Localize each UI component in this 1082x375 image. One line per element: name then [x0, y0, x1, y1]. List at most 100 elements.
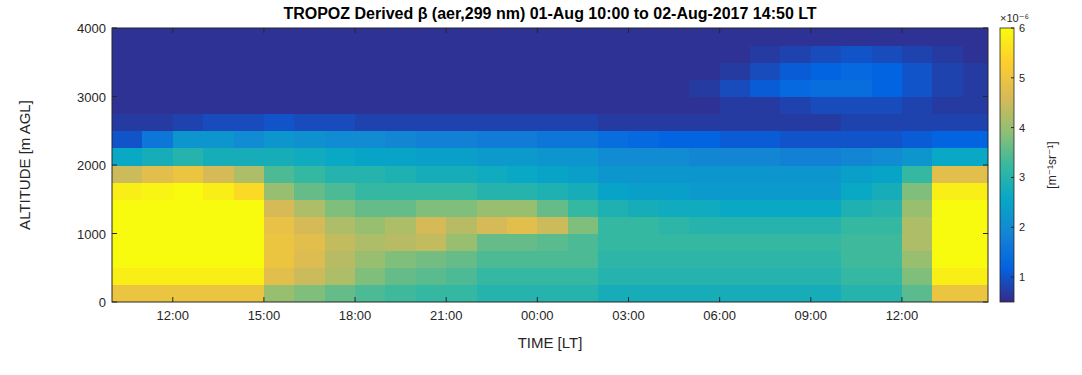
x-tick-label: 15:00 — [248, 308, 281, 323]
x-tick — [810, 28, 811, 33]
cells — [112, 28, 988, 302]
cell — [932, 79, 963, 97]
cell — [780, 45, 811, 63]
x-tick — [901, 297, 902, 302]
cell — [142, 62, 173, 80]
cell — [811, 268, 842, 286]
cell — [780, 131, 811, 149]
cell — [689, 234, 720, 252]
cell — [203, 79, 234, 97]
cell — [385, 182, 416, 200]
x-tick-label: 18:00 — [339, 308, 372, 323]
cell — [811, 199, 842, 217]
cell — [932, 62, 963, 80]
colorbar-tick-label: 4 — [1019, 122, 1025, 134]
cell — [142, 165, 173, 183]
cell — [203, 199, 234, 217]
cell — [477, 199, 508, 217]
cell — [568, 28, 599, 46]
cell — [446, 114, 477, 132]
cell — [325, 182, 356, 200]
cell — [780, 251, 811, 269]
cell — [811, 97, 842, 115]
cell — [720, 45, 751, 63]
cell — [628, 79, 659, 97]
cell — [325, 28, 356, 46]
cell — [507, 234, 538, 252]
cell — [173, 268, 204, 286]
x-tick-label: 00:00 — [521, 308, 554, 323]
cell — [598, 28, 629, 46]
cell — [234, 182, 265, 200]
y-tick-label: 0 — [99, 295, 106, 310]
cell — [780, 97, 811, 115]
cell — [963, 285, 988, 302]
cell — [659, 45, 690, 63]
x-tick — [628, 297, 629, 302]
cell — [750, 148, 781, 166]
cell — [416, 28, 447, 46]
colorbar-label: [m⁻¹sr⁻¹] — [1045, 141, 1059, 188]
cell — [173, 182, 204, 200]
cell — [628, 97, 659, 115]
cell — [234, 62, 265, 80]
cell — [750, 165, 781, 183]
cell — [780, 148, 811, 166]
cell — [385, 97, 416, 115]
x-tick — [628, 28, 629, 33]
cell — [294, 251, 325, 269]
cell — [720, 234, 751, 252]
cell — [142, 114, 173, 132]
x-tick — [537, 28, 538, 33]
cell — [598, 131, 629, 149]
cell — [568, 285, 599, 302]
cell — [689, 216, 720, 234]
cell — [659, 251, 690, 269]
cell — [294, 114, 325, 132]
cell — [872, 28, 903, 46]
cell — [234, 234, 265, 252]
cell — [568, 45, 599, 63]
cell — [142, 251, 173, 269]
x-tick-label: 21:00 — [430, 308, 463, 323]
cell — [264, 114, 295, 132]
cell — [446, 268, 477, 286]
cell — [750, 182, 781, 200]
cell — [963, 148, 988, 166]
cell — [416, 114, 447, 132]
cell — [142, 148, 173, 166]
cell — [507, 148, 538, 166]
cell — [264, 62, 295, 80]
cell — [750, 131, 781, 149]
x-tick — [355, 28, 356, 33]
cell — [112, 28, 143, 46]
cell — [780, 165, 811, 183]
cell — [355, 268, 386, 286]
cell — [932, 234, 963, 252]
cell — [385, 268, 416, 286]
cell — [173, 97, 204, 115]
cell — [750, 234, 781, 252]
y-tick-label: 3000 — [77, 90, 106, 105]
cell — [780, 285, 811, 302]
cell — [446, 182, 477, 200]
cell — [112, 131, 143, 149]
cell — [568, 62, 599, 80]
cell — [325, 148, 356, 166]
cell — [142, 285, 173, 302]
cell — [659, 285, 690, 302]
cell — [112, 114, 143, 132]
cell — [841, 131, 872, 149]
cell — [446, 97, 477, 115]
cell — [598, 165, 629, 183]
x-tick-label: 12:00 — [156, 308, 189, 323]
cell — [234, 148, 265, 166]
cell — [294, 234, 325, 252]
cell — [628, 148, 659, 166]
cell — [264, 165, 295, 183]
cell — [325, 216, 356, 234]
chart: TROPOZ Derived β (aer,299 nm) 01-Aug 10:… — [0, 0, 1082, 375]
x-tick-label: 06:00 — [703, 308, 736, 323]
cell — [659, 97, 690, 115]
cell — [872, 199, 903, 217]
